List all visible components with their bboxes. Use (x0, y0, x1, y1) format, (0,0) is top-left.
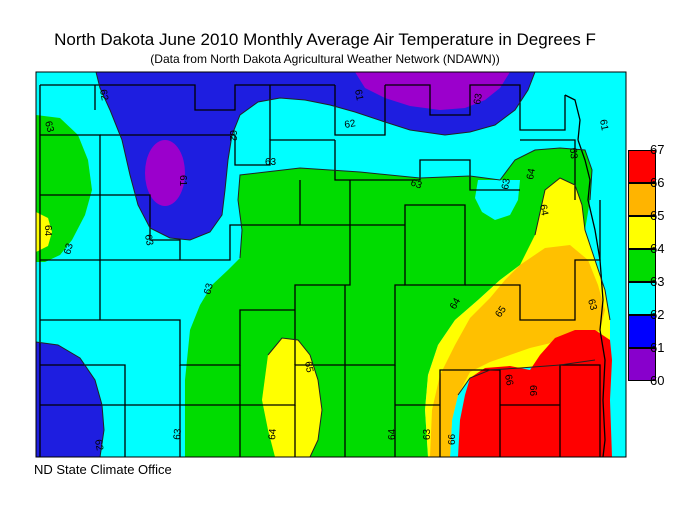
contour-label: 63 (172, 428, 184, 440)
zone-61-oval (145, 140, 185, 206)
contour-label: 64 (448, 296, 463, 312)
zone-65-south-central (262, 338, 322, 457)
legend-tick-65: 65 (650, 208, 665, 223)
zone-61-north-purple (355, 72, 510, 110)
legend-swatch-66-67 (628, 150, 656, 183)
contour-label: 63 (422, 428, 433, 440)
contour-label: 61 (597, 119, 610, 132)
contour-label: 65 (302, 361, 315, 374)
legend-swatch-65-66 (628, 183, 656, 216)
contour-label: 64 (42, 225, 53, 237)
contour-label: 61 (177, 175, 188, 187)
contour-label: 66 (447, 433, 458, 445)
contour-lines (35, 71, 611, 458)
contour-label: 64 (267, 428, 279, 440)
legend-swatch-61-62 (628, 315, 656, 348)
county-boundaries (39, 84, 606, 458)
contour-label: 62 (344, 118, 357, 131)
legend-tick-60: 60 (650, 373, 665, 388)
zone-66-southeast (430, 245, 605, 457)
contour-label: 61 (352, 89, 365, 102)
map-frame (35, 71, 627, 458)
legend-tick-61: 61 (650, 340, 665, 355)
legend-tick-64: 64 (650, 241, 665, 256)
contour-label: 63 (500, 177, 513, 190)
legend-swatch-62-63 (628, 282, 656, 315)
legend-swatch-63-64 (628, 249, 656, 282)
legend-swatch-60-61 (628, 348, 656, 381)
contour-label: 64 (387, 428, 398, 440)
contour-label: 64 (537, 204, 550, 217)
contour-label: 63 (202, 282, 216, 296)
legend-tick-63: 63 (650, 274, 665, 289)
contour-label: 62 (227, 130, 238, 142)
contour-label: 63 (142, 234, 155, 247)
contour-label: 64 (525, 167, 538, 180)
color-legend: 67 66 65 64 63 62 61 60 (628, 142, 664, 388)
contour-label: 62 (92, 439, 105, 452)
zone-62-southwest (36, 342, 104, 457)
contour-label: 63 (472, 92, 485, 105)
contour-label: 63 (585, 298, 599, 312)
contour-label: 63 (409, 177, 424, 191)
zone-67-southeast (458, 330, 612, 457)
contour-label: 63 (42, 120, 56, 134)
contour-label-group: 62 63 63 61 62 61 63 62 61 64 63 63 63 6… (42, 89, 610, 452)
map-title: North Dakota June 2010 Monthly Average A… (54, 30, 596, 49)
legend-swatch-64-65 (628, 216, 656, 249)
legend-tick-62: 62 (650, 307, 665, 322)
contour-label: 62 (97, 89, 110, 102)
credit-text: ND State Climate Office (34, 462, 172, 477)
contour-label: 66 (527, 385, 538, 397)
legend-tick-67: 67 (650, 142, 665, 157)
legend-tick-66: 66 (650, 175, 665, 190)
contour-label: 63 (567, 147, 579, 159)
zone-62-north (96, 72, 535, 240)
contour-label: 63 (265, 157, 277, 168)
contour-label: 63 (62, 242, 76, 256)
contour-label: 66 (502, 374, 515, 387)
map-subtitle: (Data from North Dakota Agricultural Wea… (150, 52, 500, 66)
